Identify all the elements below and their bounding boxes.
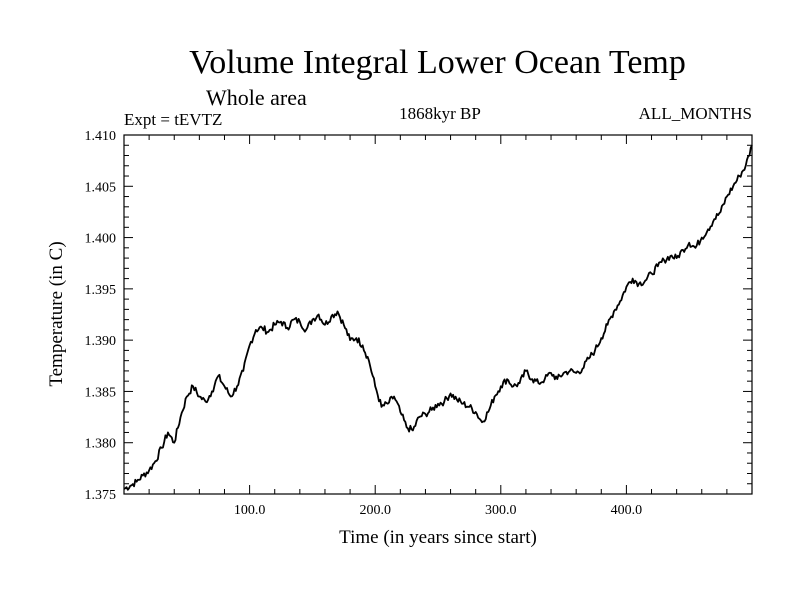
y-tick-label: 1.400 (85, 232, 117, 247)
plot-frame (123, 134, 753, 495)
series-line (123, 144, 753, 491)
x-tick-label: 400.0 (611, 503, 643, 518)
x-axis-label: Time (in years since start) (339, 527, 537, 548)
series-layer (123, 144, 753, 491)
y-tick-label: 1.405 (85, 180, 117, 195)
chart-title: Volume Integral Lower Ocean Temp (189, 44, 686, 81)
months-label: ALL_MONTHS (638, 104, 752, 123)
ticks-layer: 100.0 200.0 300.0 400.0 1.375 1.380 1.385 1.390… (85, 129, 752, 518)
y-tick-label: 1.375 (85, 488, 117, 503)
period-label: 1868kyr BP (399, 104, 481, 123)
x-tick-label: 200.0 (359, 503, 391, 518)
y-tick-label: 1.390 (85, 334, 117, 349)
x-tick-label: 100.0 (234, 503, 266, 518)
y-tick-label: 1.380 (85, 437, 117, 452)
y-axis-label: Temperature (in C) (46, 241, 67, 386)
y-tick-label: 1.395 (85, 283, 117, 298)
y-tick-label: 1.385 (85, 385, 117, 400)
experiment-label: Expt = tEVTZ (124, 110, 223, 129)
chart-subtitle: Whole area (206, 85, 307, 110)
x-tick-label: 300.0 (485, 503, 517, 518)
y-tick-label: 1.410 (85, 129, 117, 144)
